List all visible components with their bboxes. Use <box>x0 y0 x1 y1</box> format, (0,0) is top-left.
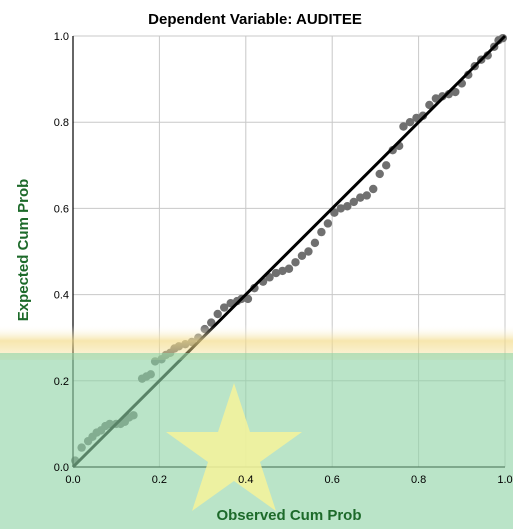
data-point <box>356 193 365 202</box>
data-point <box>369 184 378 194</box>
data-point <box>213 309 222 319</box>
tick-labels: 0.0 0.2 0.4 0.6 0.8 1.0 0.0 0.2 0.4 0.6 0.8 1.0 <box>54 31 513 486</box>
data-point <box>323 219 333 228</box>
x-tick-label: 0.4 <box>238 474 253 486</box>
data-point <box>382 161 391 170</box>
data-point <box>220 303 229 312</box>
decorative-overlay <box>0 325 513 529</box>
data-point <box>362 191 371 200</box>
y-tick-label: 1.0 <box>54 31 69 43</box>
x-tick-label: 0.0 <box>65 474 80 486</box>
x-axis-label: Observed Cum Prob <box>216 507 361 524</box>
y-tick-label: 0.0 <box>54 462 69 474</box>
y-tick-label: 0.4 <box>54 290 69 302</box>
y-tick-label: 0.6 <box>54 203 69 215</box>
data-point <box>304 247 313 256</box>
y-tick-label: 0.2 <box>54 376 69 388</box>
data-point <box>278 266 287 276</box>
data-point <box>243 294 253 304</box>
data-point <box>399 122 408 131</box>
data-point <box>265 273 274 282</box>
data-point <box>431 94 441 103</box>
data-point <box>343 202 352 211</box>
data-point <box>405 118 415 127</box>
data-point <box>349 197 358 207</box>
y-tick-label: 0.8 <box>54 117 69 129</box>
data-point <box>226 299 235 308</box>
data-point <box>284 264 294 273</box>
x-tick-label: 0.6 <box>325 474 340 486</box>
star-shape <box>166 383 302 511</box>
data-point <box>297 251 307 261</box>
x-tick-label: 0.2 <box>152 474 167 486</box>
data-point <box>375 169 384 179</box>
data-point <box>425 100 434 110</box>
data-point <box>207 318 216 327</box>
data-point <box>317 227 326 237</box>
data-point <box>336 204 346 213</box>
data-point <box>330 208 339 217</box>
x-tick-label: 1.0 <box>497 474 512 486</box>
data-point <box>451 87 460 97</box>
data-point <box>412 113 421 123</box>
data-point <box>310 238 320 248</box>
data-point <box>271 268 281 278</box>
y-axis-label: Expected Cum Prob <box>15 179 32 322</box>
data-point <box>291 258 300 267</box>
x-tick-label: 0.8 <box>411 474 426 486</box>
chart-title: Dependent Variable: AUDITEE <box>148 11 362 28</box>
